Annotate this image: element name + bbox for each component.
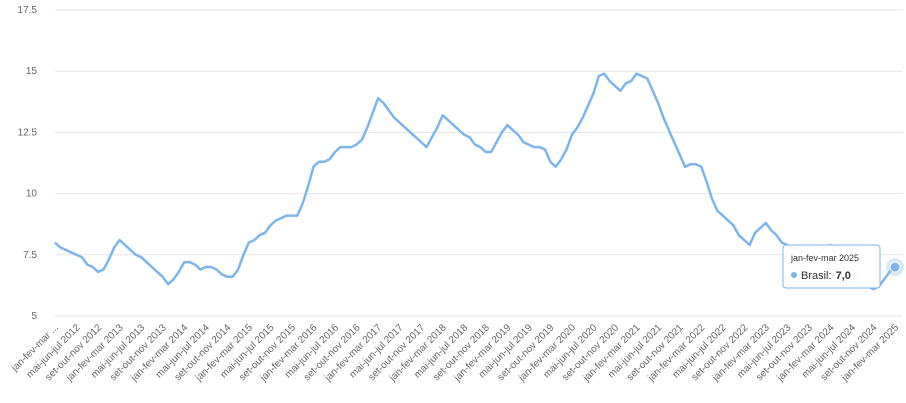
tooltip-series: Brasil: bbox=[801, 270, 832, 282]
data-line bbox=[54, 72, 896, 291]
tooltip-category: jan-fev-mar 2025 bbox=[790, 253, 859, 263]
tooltip-value: Brasil: 7,0 bbox=[801, 270, 851, 282]
y-tick-label: 5 bbox=[31, 311, 37, 322]
y-tick-label: 17.5 bbox=[18, 5, 38, 16]
tooltip-number: 7,0 bbox=[836, 270, 851, 282]
tooltip-box bbox=[782, 244, 881, 289]
tooltip-bullet bbox=[791, 272, 797, 278]
hover-point bbox=[889, 261, 901, 273]
y-tick-label: 12.5 bbox=[18, 127, 38, 138]
y-tick-label: 7.5 bbox=[23, 250, 37, 261]
y-tick-label: 10 bbox=[26, 189, 38, 200]
y-tick-label: 15 bbox=[26, 66, 38, 77]
